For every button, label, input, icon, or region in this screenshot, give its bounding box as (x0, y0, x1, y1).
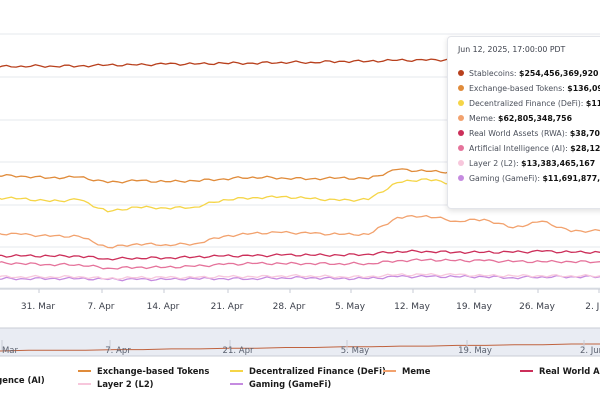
legend-swatch-icon (230, 370, 243, 372)
tooltip-row: Layer 2 (L2): $13,383,465,167 (458, 159, 595, 169)
series-dot-icon (458, 130, 464, 136)
x-tick-label: 2. Jun (585, 302, 600, 312)
series-dot-icon (458, 70, 464, 76)
tooltip-series-value: $254,456,369,920 (519, 69, 599, 78)
tooltip-series-name: Gaming (GameFi): (469, 174, 543, 183)
navigator-tick-label: 19. May (458, 346, 492, 356)
navigator-tick-label: 21. Apr (223, 346, 254, 356)
navigator-background (0, 328, 600, 356)
tooltip-row: Decentralized Finance (DeFi): $119, (458, 99, 600, 109)
legend-item[interactable]: elligence (AI) (0, 375, 45, 387)
legend: elligence (AI) Exchange-based Tokens Decen… (0, 363, 600, 400)
tooltip-series-value: $11,691,877,299 (542, 174, 600, 183)
series-line (0, 214, 600, 249)
navigator-tick-label: Mar (2, 346, 19, 356)
series-line (0, 272, 600, 280)
legend-swatch-icon (78, 370, 91, 372)
tooltip-series-value: $136,091 (567, 84, 600, 93)
navigator-line (0, 343, 600, 352)
legend-swatch-icon (230, 383, 243, 385)
tooltip-row: Real World Assets (RWA): $38,709, (458, 129, 600, 139)
x-tick-label: 12. May (394, 302, 430, 312)
legend-label: elligence (AI) (0, 375, 45, 385)
tooltip-series-name: Artificial Intelligence (AI): (469, 144, 571, 153)
tooltip-series-name: Stablecoins: (469, 69, 520, 78)
range-navigator[interactable]: Mar 7. Apr 21. Apr 5. May 19. May 2. Jun (0, 327, 600, 357)
legend-label: Meme (402, 366, 431, 376)
tooltip-series-value: $38,709, (569, 129, 600, 138)
x-tick-label: 26. May (519, 302, 555, 312)
series-line (0, 258, 600, 270)
legend-label: Gaming (GameFi) (249, 379, 332, 389)
legend-item[interactable]: Exchange-based Tokens (78, 366, 209, 378)
tooltip-series-value: $28,120, (570, 144, 600, 153)
legend-swatch-icon (78, 383, 91, 385)
series-dot-icon (458, 175, 464, 181)
tooltip-series-name: Layer 2 (L2): (469, 159, 522, 168)
navigator-tick-label: 5. May (341, 346, 369, 356)
series-dot-icon (458, 145, 464, 151)
x-tick-label: 5. May (335, 302, 366, 312)
legend-label: Real World Ass (539, 366, 600, 376)
legend-label: Layer 2 (L2) (97, 379, 154, 389)
tooltip-series-name: Decentralized Finance (DeFi): (469, 99, 586, 108)
x-tick-label: 19. May (456, 302, 492, 312)
tooltip-series-value: $62,805,348,756 (498, 114, 573, 123)
x-tick-label: 28. Apr (273, 302, 306, 312)
legend-item[interactable]: Meme (383, 366, 430, 378)
x-tick-label: 31. Mar (21, 302, 55, 312)
tooltip-series-name: Real World Assets (RWA): (469, 129, 570, 138)
series-dot-icon (458, 100, 464, 106)
tooltip-row: Gaming (GameFi): $11,691,877,299 (458, 174, 600, 184)
series-line (0, 249, 600, 261)
legend-swatch-icon (520, 370, 533, 372)
series-dot-icon (458, 85, 464, 91)
legend-swatch-icon (383, 370, 396, 372)
tooltip-series-name: Meme: (469, 114, 499, 123)
tooltip-series-name: Exchange-based Tokens: (469, 84, 568, 93)
legend-item[interactable]: Gaming (GameFi) (230, 379, 331, 391)
x-tick-label: 21. Apr (211, 302, 244, 312)
x-tick-label: 14. Apr (147, 302, 180, 312)
tooltip-series-value: $119, (585, 99, 600, 108)
legend-label: Exchange-based Tokens (97, 366, 210, 376)
series-dot-icon (458, 160, 464, 166)
legend-item[interactable]: Layer 2 (L2) (78, 379, 153, 391)
legend-item[interactable]: Decentralized Finance (DeFi) (230, 366, 386, 378)
tooltip-series-value: $13,383,465,167 (521, 159, 596, 168)
tooltip-row: Stablecoins: $254,456,369,920 (458, 69, 598, 79)
tooltip: Jun 12, 2025, 17:00:00 PDT Stablecoins: … (447, 36, 600, 209)
x-tick-label: 7. Apr (87, 302, 114, 312)
tooltip-date: Jun 12, 2025, 17:00:00 PDT (458, 45, 566, 54)
tooltip-row: Meme: $62,805,348,756 (458, 114, 572, 124)
series-dot-icon (458, 115, 464, 121)
legend-label: Decentralized Finance (DeFi) (249, 366, 386, 376)
legend-item[interactable]: Real World Ass (520, 366, 600, 378)
tooltip-row: Artificial Intelligence (AI): $28,120, (458, 144, 600, 154)
navigator-tick-label: 7. Apr (105, 346, 131, 356)
navigator-tick-label: 2. Jun (580, 346, 600, 356)
tooltip-row: Exchange-based Tokens: $136,091 (458, 84, 600, 94)
